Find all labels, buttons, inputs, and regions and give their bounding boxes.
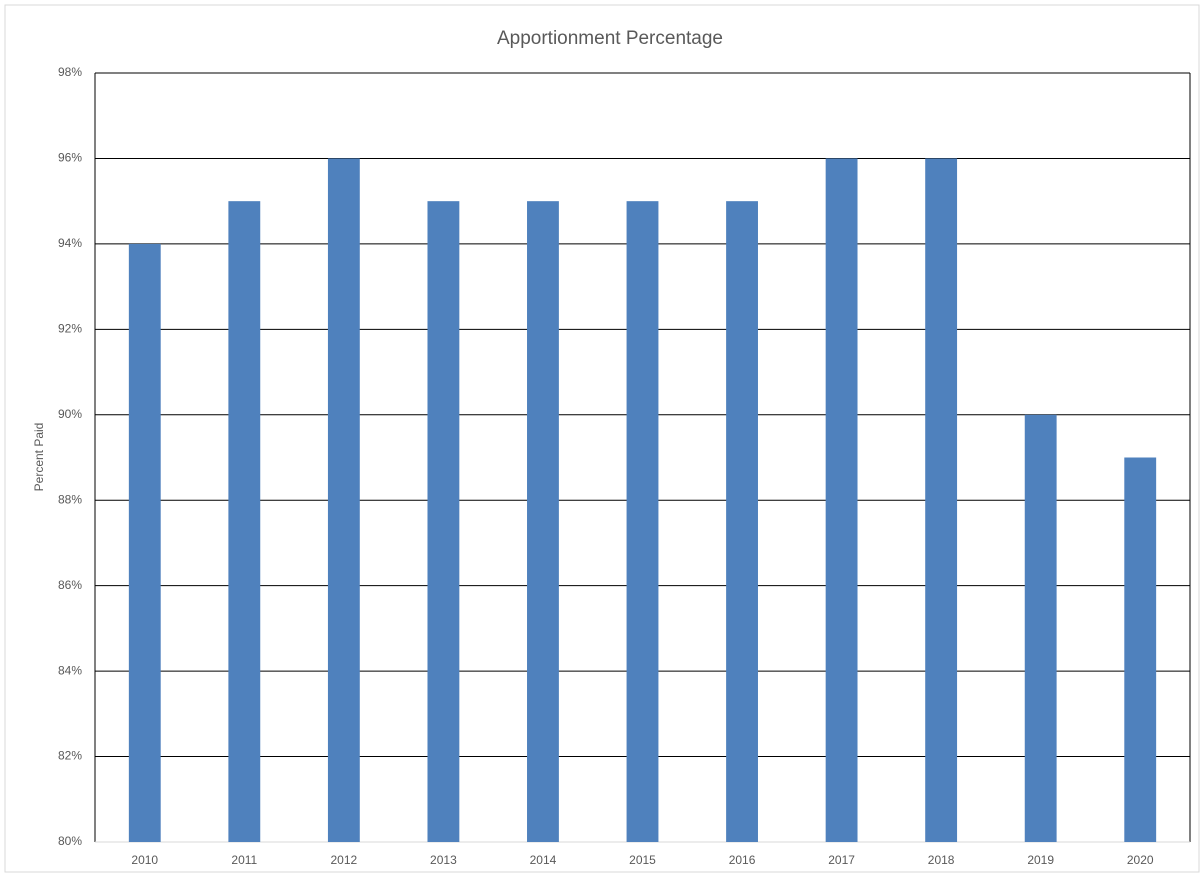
y-tick-label: 90% <box>58 407 82 421</box>
y-tick-label: 84% <box>58 663 82 677</box>
x-tick-label: 2014 <box>530 853 557 867</box>
y-tick-label: 80% <box>58 834 82 848</box>
x-tick-label: 2015 <box>629 853 656 867</box>
chart-title: Apportionment Percentage <box>497 28 723 49</box>
bar <box>128 243 161 842</box>
y-tick-label: 94% <box>58 236 82 250</box>
bar <box>228 201 261 842</box>
x-tick-label: 2010 <box>131 853 158 867</box>
bar <box>327 158 360 842</box>
y-axis-label: Percent Paid <box>32 423 46 492</box>
x-tick-label: 2012 <box>331 853 358 867</box>
bar <box>626 201 659 842</box>
x-tick-label: 2019 <box>1027 853 1054 867</box>
x-tick-label: 2013 <box>430 853 457 867</box>
x-tick-label: 2018 <box>928 853 955 867</box>
bar <box>1024 414 1057 842</box>
y-tick-label: 98% <box>58 65 82 79</box>
bar <box>825 158 858 842</box>
x-tick-label: 2016 <box>729 853 756 867</box>
x-tick-label: 2020 <box>1127 853 1154 867</box>
bar <box>1124 457 1157 842</box>
bar <box>427 201 460 842</box>
x-tick-label: 2011 <box>231 853 257 867</box>
bar <box>726 201 758 842</box>
bar <box>527 201 559 842</box>
y-tick-label: 96% <box>58 151 82 165</box>
chart-frame <box>4 4 1200 873</box>
x-tick-label: 2017 <box>828 853 855 867</box>
y-tick-label: 82% <box>58 749 82 763</box>
bar <box>925 158 958 842</box>
y-tick-label: 88% <box>58 492 82 506</box>
y-tick-label: 92% <box>58 322 82 336</box>
y-tick-label: 86% <box>58 578 82 592</box>
